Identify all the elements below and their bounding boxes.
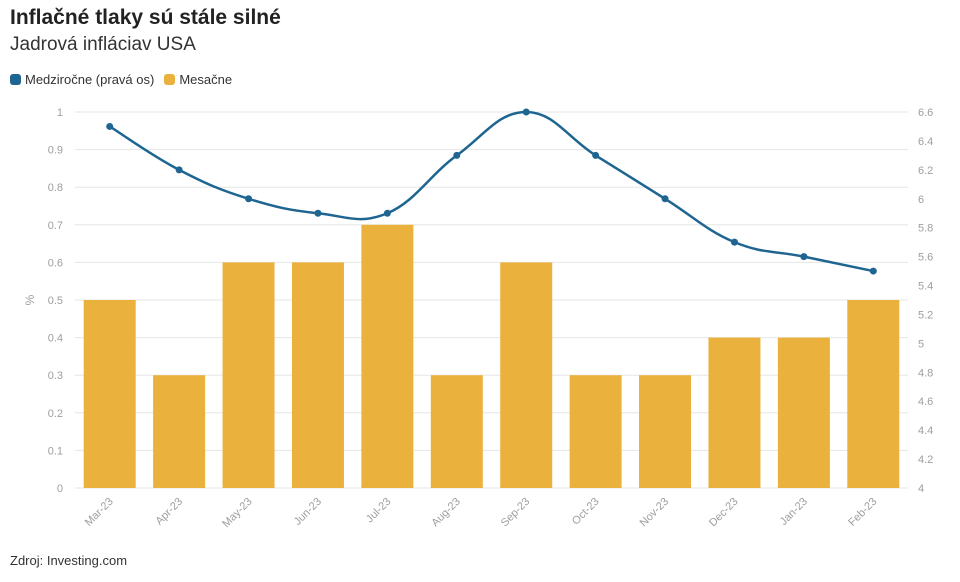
line-point bbox=[453, 151, 461, 159]
y-tick-label: 0.7 bbox=[48, 220, 63, 232]
y-tick-label: 0.6 bbox=[48, 257, 63, 269]
x-tick-label: Jul-23 bbox=[364, 496, 394, 526]
y2-tick-label: 5.4 bbox=[918, 281, 933, 293]
legend-item-bar[interactable]: Mesačne bbox=[164, 72, 232, 87]
y2-tick-label: 6.2 bbox=[918, 165, 933, 177]
y-tick-label: 0.9 bbox=[48, 145, 63, 157]
line-point bbox=[661, 195, 669, 203]
y2-tick-label: 4.6 bbox=[918, 396, 933, 408]
line-point bbox=[106, 122, 114, 130]
legend-item-line[interactable]: Medziročne (pravá os) bbox=[10, 72, 154, 87]
bar bbox=[153, 375, 206, 488]
y2-tick-label: 6.6 bbox=[918, 107, 933, 119]
y-tick-label: 0.2 bbox=[48, 408, 63, 420]
y-axis-title: % bbox=[23, 294, 37, 305]
bar bbox=[361, 224, 414, 489]
x-tick-label: Jun-23 bbox=[292, 496, 324, 528]
bar bbox=[569, 375, 622, 488]
line-point bbox=[869, 267, 877, 275]
legend-label-line: Medziročne (pravá os) bbox=[25, 72, 155, 87]
x-tick-label: Apr-23 bbox=[153, 496, 185, 528]
line-point bbox=[175, 166, 183, 174]
y-tick-label: 0.5 bbox=[48, 295, 63, 307]
y2-tick-label: 5.8 bbox=[918, 223, 933, 235]
x-tick-label: Mar-23 bbox=[83, 496, 116, 529]
bar bbox=[500, 262, 553, 488]
chart-subtitle: Jadrová infláciav USA bbox=[10, 34, 196, 55]
legend-swatch-bar bbox=[164, 74, 176, 85]
y2-tick-label: 4 bbox=[918, 483, 924, 495]
legend-swatch-line bbox=[10, 74, 21, 85]
y-tick-label: 1 bbox=[57, 107, 63, 119]
x-tick-label: May-23 bbox=[220, 496, 254, 530]
x-tick-label: Aug-23 bbox=[429, 496, 463, 530]
y2-tick-label: 5.2 bbox=[918, 309, 933, 321]
y-tick-label: 0.1 bbox=[48, 445, 63, 457]
y-tick-label: 0.8 bbox=[48, 182, 63, 194]
series-line bbox=[109, 110, 874, 273]
y-tick-label: 0.3 bbox=[48, 370, 63, 382]
bar bbox=[639, 375, 692, 488]
y-tick-label: 0.4 bbox=[48, 333, 63, 345]
x-tick-label: Jan-23 bbox=[778, 496, 810, 528]
line-point bbox=[800, 253, 808, 261]
legend-label-bar: Mesačne bbox=[179, 72, 233, 87]
x-tick-label: Sep-23 bbox=[499, 496, 533, 530]
bar bbox=[83, 300, 136, 488]
bar bbox=[777, 337, 830, 488]
y2-tick-label: 5 bbox=[918, 338, 924, 350]
bar bbox=[291, 262, 344, 488]
y2-tick-label: 6.4 bbox=[918, 136, 933, 148]
bar bbox=[847, 300, 900, 488]
x-tick-label: Nov-23 bbox=[638, 496, 672, 530]
chart-title: Inflačné tlaky sú stále silné bbox=[10, 6, 281, 29]
y2-tick-label: 4.2 bbox=[918, 454, 933, 466]
x-tick-label: Feb-23 bbox=[846, 496, 879, 529]
source-note: Zdroj: Investing.com bbox=[10, 553, 128, 568]
line-point bbox=[522, 108, 530, 116]
line-point bbox=[383, 209, 391, 217]
bar bbox=[430, 375, 483, 488]
line-point bbox=[314, 209, 322, 217]
y-tick-label: 0 bbox=[57, 483, 63, 495]
line-point bbox=[592, 151, 600, 159]
bar bbox=[708, 337, 761, 488]
x-tick-label: Dec-23 bbox=[707, 496, 741, 530]
bar bbox=[222, 262, 275, 488]
x-tick-label: Oct-23 bbox=[570, 496, 602, 528]
line-point bbox=[245, 195, 253, 203]
line-point bbox=[730, 238, 738, 246]
y2-tick-label: 4.4 bbox=[918, 425, 933, 437]
y2-tick-label: 5.6 bbox=[918, 252, 933, 264]
y2-tick-label: 4.8 bbox=[918, 367, 933, 379]
legend: Medziročne (pravá os) Mesačne bbox=[10, 72, 242, 87]
y2-tick-label: 6 bbox=[918, 194, 924, 206]
